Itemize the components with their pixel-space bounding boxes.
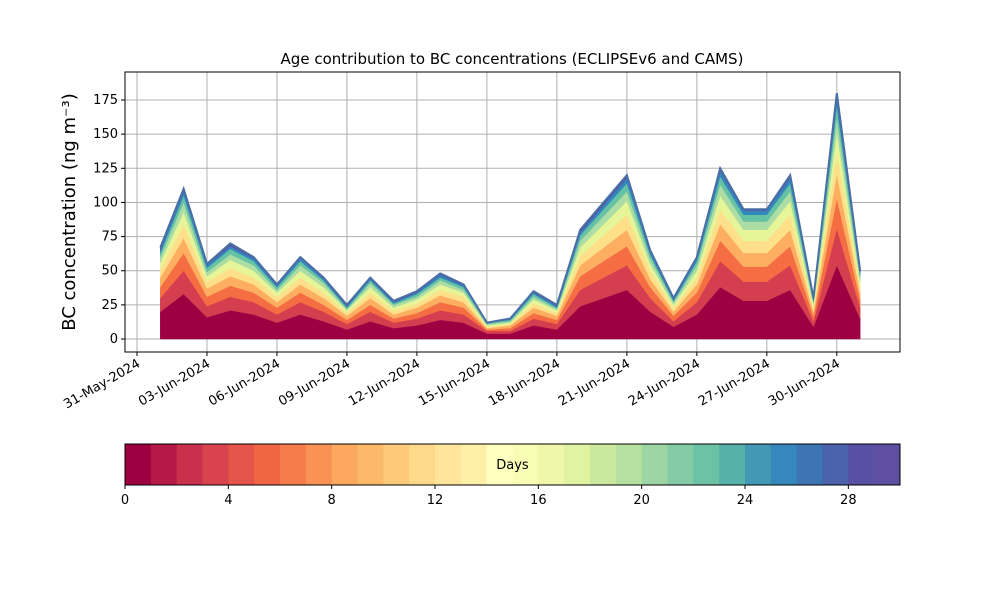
y-tick-label: 100 <box>93 195 118 210</box>
colorbar-tick-label: 20 <box>633 493 650 508</box>
colorbar-tick-label: 16 <box>530 493 547 508</box>
colorbar-cell <box>538 444 565 485</box>
x-tick-label: 27-Jun-2024 <box>696 356 773 409</box>
colorbar-cell <box>409 444 436 485</box>
colorbar-cell <box>615 444 643 485</box>
y-tick-label: 0 <box>110 332 118 347</box>
colorbar-cell <box>305 444 333 485</box>
x-tick-label: 06-Jun-2024 <box>206 356 283 409</box>
colorbar-cell <box>383 444 410 485</box>
colorbar-label: Days <box>496 458 529 473</box>
x-tick-label: 03-Jun-2024 <box>136 356 213 409</box>
colorbar-cell <box>745 444 772 485</box>
colorbar-cell <box>564 444 591 485</box>
colorbar-tick-label: 24 <box>737 493 754 508</box>
colorbar-cell <box>331 444 358 485</box>
colorbar-cell <box>512 444 539 485</box>
colorbar-cell <box>357 444 384 485</box>
colorbar-tick-label: 12 <box>427 493 444 508</box>
x-tick-label: 12-Jun-2024 <box>346 356 423 409</box>
x-tick-label: 09-Jun-2024 <box>276 356 353 409</box>
y-tick-label: 50 <box>101 264 118 279</box>
x-tick-label: 30-Jun-2024 <box>766 356 843 409</box>
colorbar-cell <box>280 444 307 485</box>
colorbar-cell <box>796 444 823 485</box>
colorbar-cell <box>150 444 178 485</box>
colorbar-cell <box>874 444 901 485</box>
y-tick-label: 150 <box>93 127 118 142</box>
colorbar-tick-label: 4 <box>224 493 232 508</box>
x-tick-label: 31-May-2024 <box>61 356 143 412</box>
colorbar-tick-label: 0 <box>121 493 129 508</box>
colorbar-cell <box>667 444 694 485</box>
colorbar-tick-label: 28 <box>840 493 857 508</box>
colorbar-cell <box>693 444 720 485</box>
y-axis-label: BC concentration (ng m⁻³) <box>59 93 80 331</box>
colorbar-cell <box>486 444 513 485</box>
colorbar-cell <box>719 444 746 485</box>
x-tick-label: 15-Jun-2024 <box>416 356 493 409</box>
x-tick-label: 24-Jun-2024 <box>626 356 703 409</box>
x-tick-label: 21-Jun-2024 <box>556 356 633 409</box>
plot-frame <box>124 71 901 353</box>
colorbar-cell <box>125 444 152 485</box>
colorbar-tick-label: 8 <box>328 493 336 508</box>
colorbar-cell <box>641 444 668 485</box>
colorbar-cell <box>202 444 229 485</box>
colorbar-cell <box>460 444 488 485</box>
top-edge <box>159 93 862 324</box>
x-tick-label: 18-Jun-2024 <box>486 356 563 409</box>
colorbar-cell <box>254 444 281 485</box>
y-tick-label: 75 <box>101 230 118 245</box>
y-tick-label: 125 <box>93 161 118 176</box>
colorbar-cell <box>848 444 875 485</box>
y-tick-label: 25 <box>101 298 118 313</box>
chart-title: Age contribution to BC concentrations (E… <box>281 50 744 68</box>
colorbar-cell <box>176 444 203 485</box>
colorbar-cell <box>822 444 849 485</box>
colorbar-frame <box>124 443 901 486</box>
colorbar-cell <box>435 444 462 485</box>
y-tick-label: 175 <box>93 93 118 108</box>
colorbar-cell <box>228 444 255 485</box>
colorbar-cell <box>770 444 798 485</box>
colorbar-cell <box>590 444 617 485</box>
